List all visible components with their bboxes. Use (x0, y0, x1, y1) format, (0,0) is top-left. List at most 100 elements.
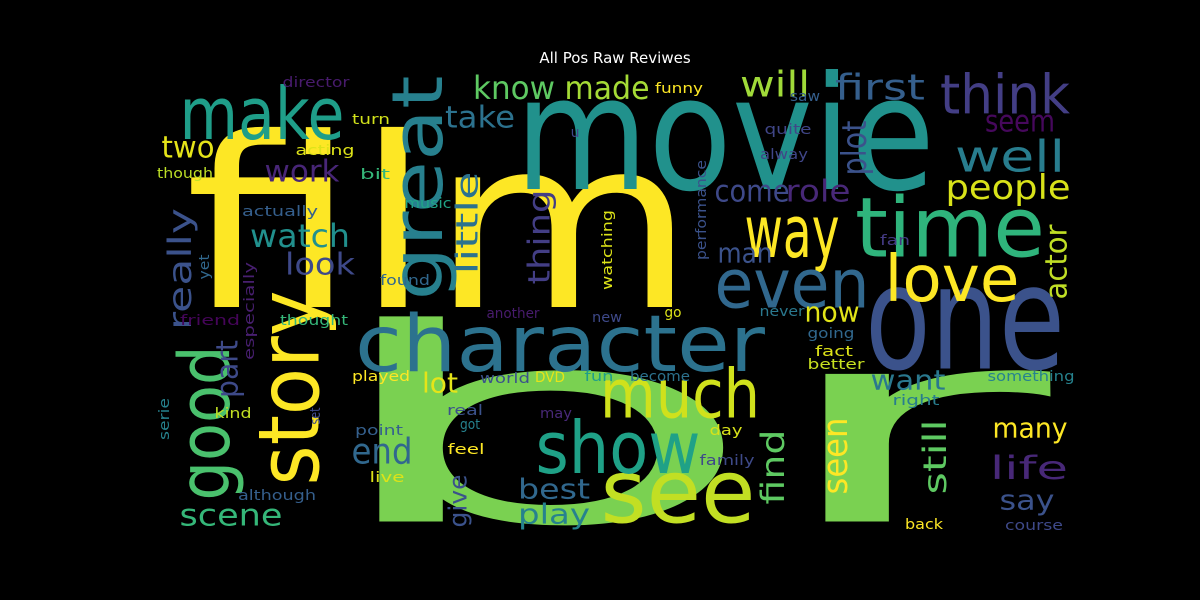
word: though (157, 166, 213, 182)
word: family (700, 453, 755, 469)
word: end (352, 432, 413, 473)
word: music (405, 196, 452, 212)
word: good (164, 346, 246, 501)
word: although (238, 488, 316, 504)
word: fact (815, 344, 854, 360)
word: bit (360, 167, 391, 183)
word: watch (250, 217, 350, 255)
word: actor (1040, 224, 1075, 300)
word: find (754, 430, 792, 505)
word: take (445, 101, 515, 136)
word: know (473, 69, 555, 107)
word: many (993, 412, 1068, 445)
word: especially (242, 262, 258, 360)
word: another (487, 306, 540, 322)
word: great (377, 75, 459, 300)
word: got (460, 417, 480, 433)
word: made (565, 69, 650, 107)
word: watching (600, 210, 616, 290)
word: people (946, 168, 1071, 208)
word: make (180, 72, 345, 156)
word: DVD (535, 370, 565, 386)
word: kind (215, 406, 252, 422)
word: may (540, 406, 572, 422)
word: movie (515, 43, 935, 227)
word: time (855, 180, 1045, 277)
word: fun (585, 369, 614, 385)
word: want (871, 364, 946, 397)
word: really (161, 208, 199, 330)
word: br (316, 271, 1059, 586)
word: film (185, 87, 695, 363)
word: seem (985, 105, 1055, 140)
word: performance (694, 160, 710, 260)
word: little (451, 172, 486, 275)
word: feel (448, 442, 485, 458)
word: u (571, 125, 580, 141)
word: real (447, 403, 483, 419)
word: funny (655, 81, 703, 97)
word: even (715, 246, 870, 325)
word: yet (197, 254, 213, 280)
word: two (162, 131, 215, 166)
word: director (283, 75, 350, 91)
word: something (988, 369, 1075, 385)
word: man (718, 237, 773, 270)
word: still (916, 420, 954, 495)
title: All Pos Raw Reviwes (539, 49, 690, 67)
word: alway (760, 147, 808, 163)
word: going (808, 326, 855, 342)
word: come (715, 175, 790, 210)
word: seen (816, 418, 856, 495)
word: actually (242, 204, 318, 220)
word: go (665, 305, 682, 321)
word: think (940, 64, 1071, 127)
word: look (285, 248, 356, 283)
word: point (355, 423, 404, 439)
word: role (786, 175, 851, 210)
word: love (885, 243, 1020, 317)
word: thing (523, 190, 558, 285)
word: never (760, 304, 805, 320)
word: world (480, 371, 530, 387)
word: will (740, 65, 810, 106)
word: day (710, 423, 743, 439)
word: fan (880, 233, 910, 249)
word: better (808, 357, 865, 373)
word: new (592, 310, 622, 326)
word: say (1000, 484, 1055, 517)
word: character (355, 300, 766, 390)
word: well (955, 132, 1065, 183)
word: lot (422, 367, 458, 400)
word: right (893, 393, 941, 409)
word: life (990, 449, 1068, 487)
word: live (370, 470, 405, 486)
word: friend (180, 313, 240, 329)
word: thought (280, 313, 349, 329)
word: found (380, 273, 430, 289)
word: work (265, 155, 341, 190)
word: quite (765, 122, 812, 138)
word: much (600, 356, 760, 435)
word: give (444, 475, 473, 528)
word: one (865, 235, 1065, 404)
word: course (1005, 518, 1063, 534)
word: set (308, 407, 324, 424)
word: saw (790, 89, 820, 105)
word: acting (296, 143, 355, 159)
word: scene (180, 499, 283, 534)
word: way (745, 190, 840, 274)
word: plot (835, 121, 875, 176)
word: first (835, 68, 925, 109)
word: back (905, 517, 944, 533)
word: part (211, 340, 246, 398)
word: see (601, 441, 756, 544)
word: play (518, 498, 590, 531)
word: story (241, 291, 340, 486)
word: now (805, 296, 860, 329)
word: show (536, 406, 701, 490)
word: played (352, 369, 410, 385)
word: become (630, 369, 690, 385)
